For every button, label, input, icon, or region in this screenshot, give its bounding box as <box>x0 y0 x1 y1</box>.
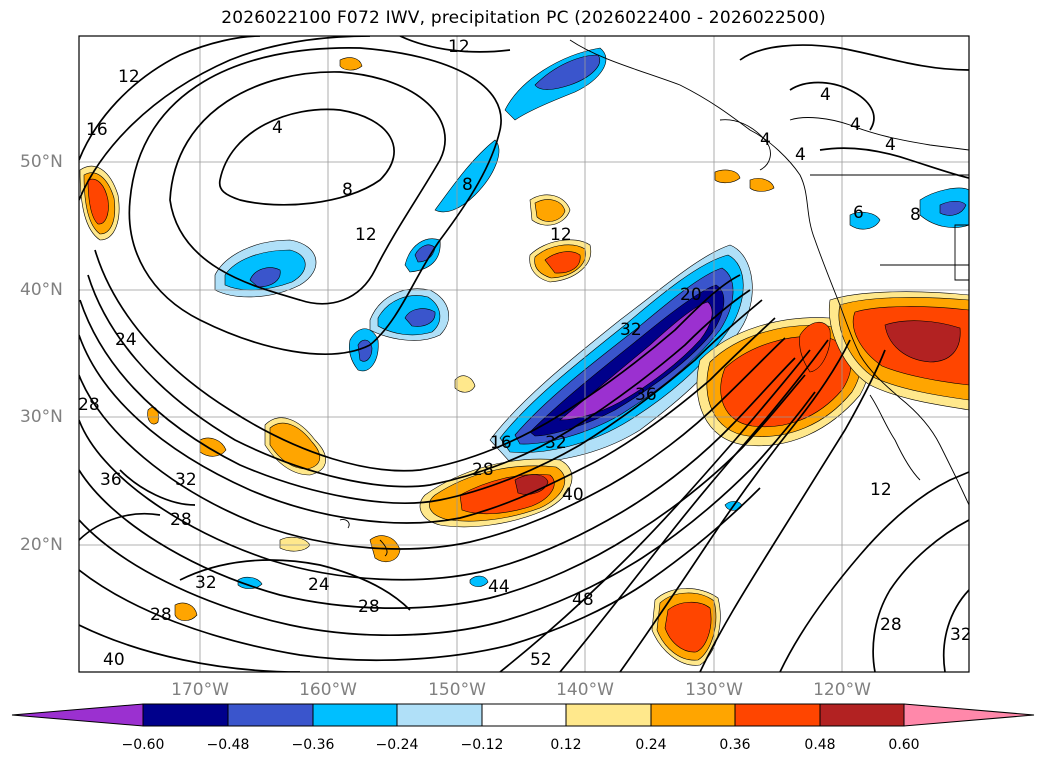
lat-label: 40°N <box>20 280 63 300</box>
chart-title: 2026022100 F072 IWV, precipitation PC (2… <box>221 8 826 28</box>
lon-label: 120°W <box>813 680 871 700</box>
colorbar-tick: 0.24 <box>635 737 667 753</box>
iwv-contours <box>79 36 969 672</box>
contour-label: 40 <box>103 650 125 670</box>
colorbar-tick: 0.36 <box>719 737 751 753</box>
contour-label: 12 <box>550 225 572 245</box>
lon-label: 140°W <box>556 680 614 700</box>
colorbar-bin <box>142 703 229 727</box>
colorbar-extend-low <box>11 703 144 727</box>
contour-label: 40 <box>562 485 584 505</box>
contour-label: 6 <box>853 203 864 223</box>
contour-label: 4 <box>795 145 806 165</box>
colorbar <box>11 703 1035 727</box>
contour-label: 24 <box>115 330 137 350</box>
contour-label: 12 <box>448 37 470 57</box>
colorbar-bin <box>565 703 652 727</box>
contour-label: 12 <box>355 225 377 245</box>
colorbar-bin <box>650 703 736 727</box>
colorbar-bin <box>734 703 821 727</box>
lon-label: 160°W <box>299 680 357 700</box>
colorbar-bin <box>227 703 314 727</box>
colorbar-bin <box>312 703 398 727</box>
contour-label: 28 <box>78 395 100 415</box>
coastline <box>339 39 969 557</box>
plot-frame <box>78 35 970 673</box>
contour-label: 4 <box>760 130 771 150</box>
colorbar-tick: −0.48 <box>206 737 250 753</box>
colorbar-tick: −0.60 <box>121 737 165 753</box>
contour-label: 44 <box>488 577 510 597</box>
contour-label: 4 <box>885 135 896 155</box>
contour-label: 12 <box>870 480 892 500</box>
contour-label: 32 <box>175 470 197 490</box>
lon-label: 170°W <box>171 680 229 700</box>
contour-label: 16 <box>490 433 512 453</box>
contour-label: 32 <box>195 573 217 593</box>
contour-label: 8 <box>462 175 473 195</box>
colorbar-tick: −0.12 <box>460 737 504 753</box>
lat-label: 30°N <box>20 407 63 427</box>
contour-label: 32 <box>545 433 567 453</box>
lon-label: 130°W <box>685 680 743 700</box>
contour-label: 48 <box>572 590 594 610</box>
lat-label: 50°N <box>20 152 63 172</box>
contour-label: 52 <box>530 650 552 670</box>
contour-label: 28 <box>150 605 172 625</box>
contour-label: 16 <box>86 120 108 140</box>
contour-label: 20 <box>680 285 702 305</box>
colorbar-bin <box>481 703 567 727</box>
colorbar-tick: −0.24 <box>375 737 419 753</box>
colorbar-bin <box>396 703 483 727</box>
contour-label: 24 <box>308 575 330 595</box>
contour-label: 32 <box>950 625 972 645</box>
contour-label: 4 <box>272 118 283 138</box>
contour-label: 8 <box>910 205 921 225</box>
colorbar-tick: −0.36 <box>291 737 335 753</box>
colorbar-tick: 0.48 <box>804 737 836 753</box>
contour-label: 32 <box>620 320 642 340</box>
contour-label: 28 <box>472 460 494 480</box>
contour-label: 28 <box>358 597 380 617</box>
colorbar-bin <box>819 703 905 727</box>
lon-label: 150°W <box>428 680 486 700</box>
colorbar-tick: 0.12 <box>550 737 582 753</box>
lat-label: 20°N <box>20 535 63 555</box>
contour-label: 28 <box>880 615 902 635</box>
contour-label: 28 <box>170 510 192 530</box>
colorbar-extend-high <box>903 703 1035 727</box>
contour-label: 36 <box>635 385 657 405</box>
contour-label: 8 <box>342 180 353 200</box>
contour-label-group: 4 8 8 12 12 12 12 16 16 20 24 24 28 28 2… <box>78 37 972 670</box>
contour-label: 4 <box>850 115 861 135</box>
contour-label: 12 <box>118 67 140 87</box>
contour-label: 4 <box>820 85 831 105</box>
contour-label: 36 <box>100 470 122 490</box>
colorbar-tick: 0.60 <box>888 737 920 753</box>
